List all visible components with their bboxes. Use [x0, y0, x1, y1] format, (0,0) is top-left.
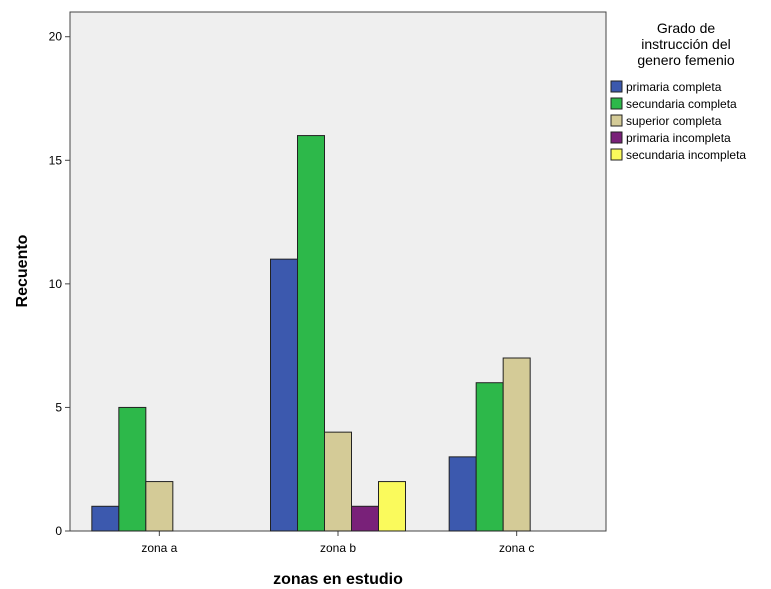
bar-secundaria-completa-zona-b — [297, 135, 325, 532]
x-tick-label: zona a — [141, 541, 177, 555]
bar-superior-completa-zona-c — [502, 357, 531, 532]
bar-secundaria-incompleta-zona-b — [378, 481, 406, 532]
y-tick-label: 15 — [49, 153, 63, 167]
legend-title: genero femenio — [637, 52, 735, 68]
legend-label: secundaria incompleta — [626, 148, 746, 162]
x-axis-title: zonas en estudio — [273, 571, 403, 588]
legend-title: Grado de — [657, 20, 716, 36]
bar-secundaria-completa-zona-a — [118, 406, 147, 532]
y-tick-label: 10 — [49, 277, 63, 291]
y-axis-title: Recuento — [14, 234, 31, 307]
legend-swatch — [610, 114, 623, 127]
bar-secundaria-completa-zona-c — [475, 382, 504, 532]
bar-primaria-incompleta-zona-b — [351, 505, 379, 532]
bars — [91, 135, 531, 532]
legend-label: primaria incompleta — [626, 131, 731, 145]
bar-superior-completa-zona-a — [145, 481, 174, 532]
bar-primaria-completa-zona-c — [448, 456, 477, 532]
legend-title: instrucción del — [641, 36, 731, 52]
y-tick-label: 0 — [55, 524, 62, 538]
bar-primaria-completa-zona-b — [270, 258, 298, 532]
legend-swatch — [610, 148, 623, 161]
bar-superior-completa-zona-b — [324, 431, 352, 532]
y-tick-label: 5 — [55, 400, 62, 414]
legend-label: superior completa — [626, 114, 722, 128]
legend-label: primaria completa — [626, 80, 722, 94]
y-tick-label: 20 — [49, 30, 63, 44]
legend-swatch — [610, 97, 623, 110]
x-tick-label: zona c — [499, 541, 534, 555]
y-axis: 0 5 10 15 20 — [49, 30, 70, 538]
legend-swatch — [610, 131, 623, 144]
x-axis: zona a zona b zona c — [141, 531, 534, 555]
bar-primaria-completa-zona-a — [91, 505, 120, 532]
x-tick-label: zona b — [320, 541, 356, 555]
legend-label: secundaria completa — [626, 97, 737, 111]
legend-swatch — [610, 80, 623, 93]
